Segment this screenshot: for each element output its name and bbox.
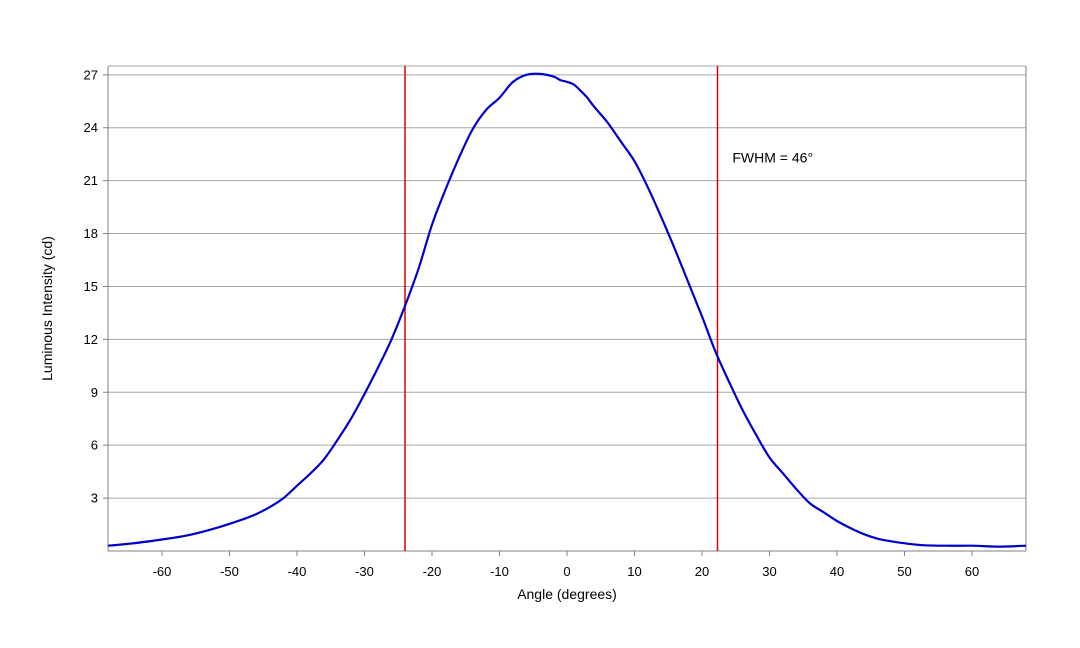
fwhm-annotation: FWHM = 46° xyxy=(732,150,813,166)
y-tick-label: 27 xyxy=(84,67,98,82)
plot-frame xyxy=(107,65,1027,552)
x-tick-label: -30 xyxy=(355,564,374,579)
y-tick-label: 21 xyxy=(84,173,98,188)
x-tick-label: -50 xyxy=(220,564,239,579)
y-tick-label: 6 xyxy=(91,438,98,453)
y-axis-ticks: 3 6 9 12 15 18 21 24 27 xyxy=(84,67,108,506)
x-tick-label: 50 xyxy=(897,564,911,579)
y-tick-label: 18 xyxy=(84,226,98,241)
x-tick-label: 20 xyxy=(695,564,709,579)
x-tick-label: 60 xyxy=(965,564,979,579)
y-tick-label: 15 xyxy=(84,279,98,294)
fwhm-lines xyxy=(404,66,719,551)
x-axis-label: Angle (degrees) xyxy=(517,586,617,602)
x-tick-label: 30 xyxy=(762,564,776,579)
x-tick-label: -60 xyxy=(153,564,172,579)
x-tick-label: -40 xyxy=(288,564,307,579)
series-layer xyxy=(107,72,1027,548)
x-tick-label: 10 xyxy=(627,564,641,579)
grid-lines xyxy=(108,74,1026,499)
x-tick-label: 0 xyxy=(563,564,570,579)
y-tick-label: 24 xyxy=(84,120,98,135)
x-axis-ticks: -60 -50 -40 -30 -20 -10 0 10 20 30 40 50 60 xyxy=(153,551,979,579)
y-tick-label: 12 xyxy=(84,332,98,347)
y-axis-label: Luminous Intensity (cd) xyxy=(39,236,55,381)
x-tick-label: -20 xyxy=(423,564,442,579)
y-tick-label: 9 xyxy=(91,385,98,400)
x-tick-label: -10 xyxy=(490,564,509,579)
series-line-0 xyxy=(107,72,1027,548)
y-tick-label: 3 xyxy=(91,491,98,506)
x-tick-label: 40 xyxy=(830,564,844,579)
